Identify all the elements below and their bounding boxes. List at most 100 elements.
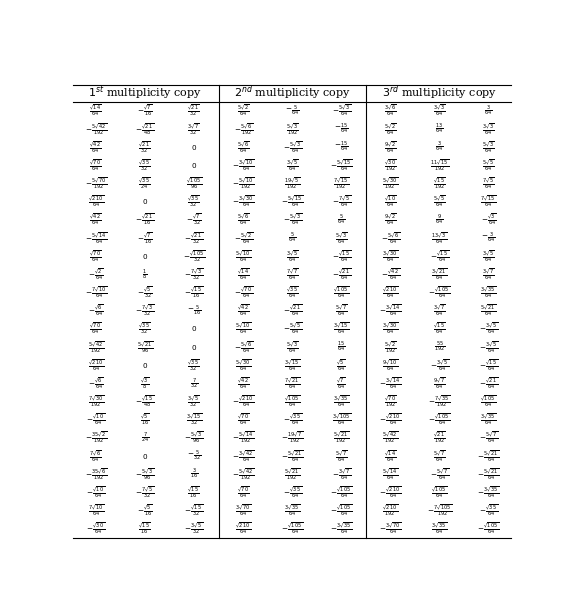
Text: $-\frac{\sqrt{30}}{64}$: $-\frac{\sqrt{30}}{64}$ <box>86 521 105 537</box>
Text: $-\frac{\sqrt{105}}{64}$: $-\frac{\sqrt{105}}{64}$ <box>281 521 303 537</box>
Text: $-\frac{5\sqrt{21}}{64}$: $-\frac{5\sqrt{21}}{64}$ <box>477 449 499 464</box>
Text: $-\frac{5\sqrt{6}}{64}$: $-\frac{5\sqrt{6}}{64}$ <box>381 231 400 246</box>
Text: $\frac{3\sqrt{15}}{32}$: $\frac{3\sqrt{15}}{32}$ <box>186 412 202 427</box>
Text: $-\frac{7\sqrt{3}}{32}$: $-\frac{7\sqrt{3}}{32}$ <box>185 267 203 282</box>
Text: $\frac{3\sqrt{6}}{64}$: $\frac{3\sqrt{6}}{64}$ <box>384 103 397 118</box>
Text: $\frac{3\sqrt{35}}{64}$: $\frac{3\sqrt{35}}{64}$ <box>431 521 447 537</box>
Text: $\frac{3\sqrt{3}}{64}$: $\frac{3\sqrt{3}}{64}$ <box>433 103 446 118</box>
Text: $\frac{3\sqrt{5}}{32}$: $\frac{3\sqrt{5}}{32}$ <box>188 394 201 409</box>
Text: $-\frac{3\sqrt{5}}{32}$: $-\frac{3\sqrt{5}}{32}$ <box>185 521 203 537</box>
Text: $\frac{3\sqrt{21}}{64}$: $\frac{3\sqrt{21}}{64}$ <box>431 267 447 282</box>
Text: $\frac{\sqrt{21}}{192}$: $\frac{\sqrt{21}}{192}$ <box>433 430 446 446</box>
Text: $\frac{7\sqrt{15}}{64}$: $\frac{7\sqrt{15}}{64}$ <box>481 194 496 209</box>
Text: $-\frac{7\sqrt{105}}{192}$: $-\frac{7\sqrt{105}}{192}$ <box>426 503 452 518</box>
Text: $\frac{\sqrt{15}}{16}$: $\frac{\sqrt{15}}{16}$ <box>188 485 201 500</box>
Text: $-\frac{3}{64}$: $-\frac{3}{64}$ <box>481 231 496 245</box>
Text: $\frac{5\sqrt{21}}{96}$: $\frac{5\sqrt{21}}{96}$ <box>137 340 153 354</box>
Text: $-\frac{3\sqrt{14}}{64}$: $-\frac{3\sqrt{14}}{64}$ <box>379 304 401 318</box>
Text: $\frac{3}{64}$: $\frac{3}{64}$ <box>435 140 443 154</box>
Text: $\frac{9\sqrt{2}}{64}$: $\frac{9\sqrt{2}}{64}$ <box>384 212 397 228</box>
Text: $\frac{\sqrt{70}}{64}$: $\frac{\sqrt{70}}{64}$ <box>237 412 250 427</box>
Text: $0$: $0$ <box>191 342 197 351</box>
Text: $\frac{3\sqrt{5}}{64}$: $\frac{3\sqrt{5}}{64}$ <box>286 249 299 264</box>
Text: $-\frac{\sqrt{10}}{64}$: $-\frac{\sqrt{10}}{64}$ <box>86 485 105 500</box>
Text: $\frac{\sqrt{210}}{64}$: $\frac{\sqrt{210}}{64}$ <box>88 194 104 209</box>
Text: $\frac{9}{64}$: $\frac{9}{64}$ <box>435 213 443 227</box>
Text: $\frac{11\sqrt{15}}{192}$: $\frac{11\sqrt{15}}{192}$ <box>430 158 449 173</box>
Text: $0$: $0$ <box>142 197 148 206</box>
Text: $-\frac{\sqrt{21}}{64}$: $-\frac{\sqrt{21}}{64}$ <box>332 267 351 282</box>
Text: $0$: $0$ <box>191 324 197 333</box>
Text: $\frac{7}{32}$: $\frac{7}{32}$ <box>190 376 198 390</box>
Text: $-\frac{\sqrt{210}}{64}$: $-\frac{\sqrt{210}}{64}$ <box>379 412 401 427</box>
Text: $-\frac{5\sqrt{42}}{192}$: $-\frac{5\sqrt{42}}{192}$ <box>232 467 254 482</box>
Text: $-\frac{15}{64}$: $-\frac{15}{64}$ <box>334 140 348 154</box>
Text: $\frac{3\sqrt{35}}{64}$: $\frac{3\sqrt{35}}{64}$ <box>481 412 496 427</box>
Text: $-\frac{5\sqrt{14}}{192}$: $-\frac{5\sqrt{14}}{192}$ <box>232 430 254 446</box>
Text: $-\frac{35\sqrt{2}}{192}$: $-\frac{35\sqrt{2}}{192}$ <box>85 430 107 446</box>
Text: $-\frac{5\sqrt{70}}{192}$: $-\frac{5\sqrt{70}}{192}$ <box>85 176 107 191</box>
Text: $-\frac{5\sqrt{2}}{64}$: $-\frac{5\sqrt{2}}{64}$ <box>234 231 253 246</box>
Text: $\frac{3}{16}$: $\frac{3}{16}$ <box>190 467 198 481</box>
Text: $0$: $0$ <box>191 143 197 152</box>
Text: $\frac{5\sqrt{5}}{64}$: $\frac{5\sqrt{5}}{64}$ <box>433 194 446 209</box>
Text: $\frac{\sqrt{14}}{64}$: $\frac{\sqrt{14}}{64}$ <box>89 103 102 118</box>
Text: $\frac{5}{64}$: $\frac{5}{64}$ <box>337 213 345 227</box>
Text: $-\frac{7\sqrt{35}}{192}$: $-\frac{7\sqrt{35}}{192}$ <box>428 394 450 409</box>
Text: $\frac{\sqrt{14}}{64}$: $\frac{\sqrt{14}}{64}$ <box>237 267 250 282</box>
Text: $\frac{3\sqrt{15}}{64}$: $\frac{3\sqrt{15}}{64}$ <box>284 358 300 373</box>
Text: $\frac{7\sqrt{21}}{64}$: $\frac{7\sqrt{21}}{64}$ <box>284 376 300 391</box>
Text: $\frac{5\sqrt{5}}{64}$: $\frac{5\sqrt{5}}{64}$ <box>482 158 495 173</box>
Text: $\frac{5\sqrt{7}}{64}$: $\frac{5\sqrt{7}}{64}$ <box>335 449 348 464</box>
Text: $\frac{3\sqrt{15}}{64}$: $\frac{3\sqrt{15}}{64}$ <box>333 322 349 336</box>
Text: $-\frac{\sqrt{7}}{16}$: $-\frac{\sqrt{7}}{16}$ <box>137 231 153 246</box>
Text: $\frac{\sqrt{42}}{64}$: $\frac{\sqrt{42}}{64}$ <box>237 376 250 391</box>
Text: $-\frac{3\sqrt{35}}{64}$: $-\frac{3\sqrt{35}}{64}$ <box>477 485 499 500</box>
Text: $-\frac{35\sqrt{6}}{192}$: $-\frac{35\sqrt{6}}{192}$ <box>85 467 107 482</box>
Text: $\frac{3\sqrt{7}}{64}$: $\frac{3\sqrt{7}}{64}$ <box>482 267 495 282</box>
Text: $\frac{\sqrt{3}}{8}$: $\frac{\sqrt{3}}{8}$ <box>140 376 150 391</box>
Text: $\frac{\sqrt{210}}{64}$: $\frac{\sqrt{210}}{64}$ <box>382 285 398 300</box>
Text: $-\frac{\sqrt{42}}{64}$: $-\frac{\sqrt{42}}{64}$ <box>381 267 400 282</box>
Text: $\frac{19\sqrt{5}}{192}$: $\frac{19\sqrt{5}}{192}$ <box>284 176 300 191</box>
Text: $-\frac{5\sqrt{21}}{64}$: $-\frac{5\sqrt{21}}{64}$ <box>281 449 303 464</box>
Text: $\frac{5\sqrt{3}}{64}$: $\frac{5\sqrt{3}}{64}$ <box>286 340 299 354</box>
Text: $-\frac{19\sqrt{7}}{192}$: $-\frac{19\sqrt{7}}{192}$ <box>281 430 303 446</box>
Text: $-\frac{\sqrt{105}}{64}$: $-\frac{\sqrt{105}}{64}$ <box>428 412 450 427</box>
Text: $-\frac{\sqrt{5}}{32}$: $-\frac{\sqrt{5}}{32}$ <box>137 285 153 300</box>
Text: $\frac{3}{64}$: $\frac{3}{64}$ <box>484 104 492 118</box>
Text: $\frac{5\sqrt{21}}{192}$: $\frac{5\sqrt{21}}{192}$ <box>284 467 300 482</box>
Text: $-\frac{7\sqrt{3}}{32}$: $-\frac{7\sqrt{3}}{32}$ <box>135 304 154 318</box>
Text: $\frac{\sqrt{7}}{64}$: $\frac{\sqrt{7}}{64}$ <box>336 376 346 391</box>
Text: $-\frac{\sqrt{105}}{64}$: $-\frac{\sqrt{105}}{64}$ <box>428 285 450 300</box>
Text: $\frac{\sqrt{105}}{64}$: $\frac{\sqrt{105}}{64}$ <box>284 394 300 409</box>
Text: $\frac{\sqrt{210}}{64}$: $\frac{\sqrt{210}}{64}$ <box>235 521 251 537</box>
Text: $-\frac{3\sqrt{14}}{64}$: $-\frac{3\sqrt{14}}{64}$ <box>379 376 401 391</box>
Text: $\frac{5\sqrt{2}}{64}$: $\frac{5\sqrt{2}}{64}$ <box>384 121 397 137</box>
Text: $-\frac{5\sqrt{3}}{96}$: $-\frac{5\sqrt{3}}{96}$ <box>135 467 154 482</box>
Text: $-\frac{\sqrt{21}}{16}$: $-\frac{\sqrt{21}}{16}$ <box>135 212 154 228</box>
Text: $-\frac{\sqrt{10}}{64}$: $-\frac{\sqrt{10}}{64}$ <box>86 412 105 427</box>
Text: $\frac{\sqrt{105}}{64}$: $\frac{\sqrt{105}}{64}$ <box>431 485 447 500</box>
Text: $\frac{15}{64}$: $\frac{15}{64}$ <box>337 340 345 354</box>
Text: $-\frac{\sqrt{105}}{32}$: $-\frac{\sqrt{105}}{32}$ <box>183 249 205 264</box>
Text: $-\frac{\sqrt{15}}{64}$: $-\frac{\sqrt{15}}{64}$ <box>332 249 351 264</box>
Text: $-\frac{\sqrt{21}}{64}$: $-\frac{\sqrt{21}}{64}$ <box>283 304 302 318</box>
Text: $3^{rd}$ multiplicity copy: $3^{rd}$ multiplicity copy <box>382 84 497 103</box>
Text: $\frac{\sqrt{35}}{64}$: $\frac{\sqrt{35}}{64}$ <box>286 285 299 300</box>
Text: $1^{st}$ multiplicity copy: $1^{st}$ multiplicity copy <box>88 84 202 102</box>
Text: $\frac{7\sqrt{15}}{192}$: $\frac{7\sqrt{15}}{192}$ <box>333 176 349 191</box>
Text: $\frac{5\sqrt{42}}{192}$: $\frac{5\sqrt{42}}{192}$ <box>382 430 398 446</box>
Text: $\frac{\sqrt{15}}{192}$: $\frac{\sqrt{15}}{192}$ <box>433 176 446 191</box>
Text: $\frac{3\sqrt{30}}{64}$: $\frac{3\sqrt{30}}{64}$ <box>382 322 398 336</box>
Text: $-\frac{7\sqrt{5}}{64}$: $-\frac{7\sqrt{5}}{64}$ <box>332 194 351 209</box>
Text: $\frac{13}{64}$: $\frac{13}{64}$ <box>435 122 443 136</box>
Text: $\frac{\sqrt{35}}{32}$: $\frac{\sqrt{35}}{32}$ <box>188 358 201 373</box>
Text: $\frac{\sqrt{5}}{64}$: $\frac{\sqrt{5}}{64}$ <box>336 358 346 373</box>
Text: $\frac{5\sqrt{3}}{192}$: $\frac{5\sqrt{3}}{192}$ <box>286 121 299 137</box>
Text: $-\frac{\sqrt{7}}{32}$: $-\frac{\sqrt{7}}{32}$ <box>186 212 202 228</box>
Text: $\frac{5\sqrt{10}}{64}$: $\frac{5\sqrt{10}}{64}$ <box>235 322 251 336</box>
Text: $-\frac{\sqrt{3}}{64}$: $-\frac{\sqrt{3}}{64}$ <box>481 212 496 228</box>
Text: $0$: $0$ <box>191 161 197 170</box>
Text: $\frac{5\sqrt{30}}{64}$: $\frac{5\sqrt{30}}{64}$ <box>235 358 251 373</box>
